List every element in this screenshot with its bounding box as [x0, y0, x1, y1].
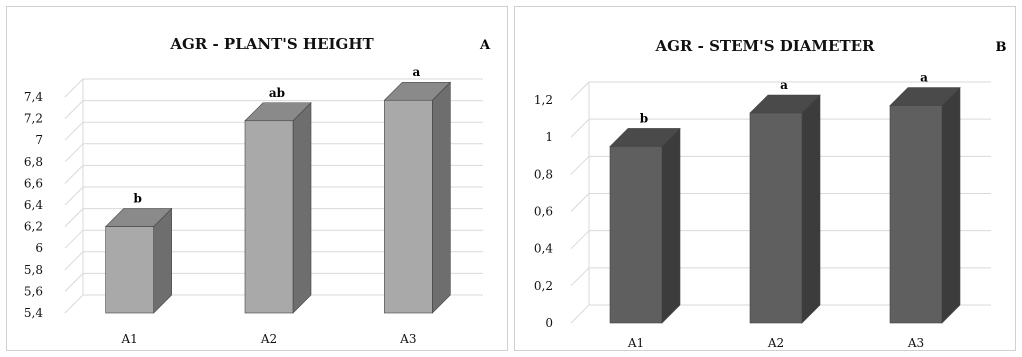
significance-label: b	[640, 111, 648, 125]
chart-b-svg: AGR - STEM'S DIAMETER B 0 0,2 0,4 0,6 0,8 1 1,…	[534, 37, 1007, 350]
gridline-depth	[64, 121, 84, 141]
gridline-depth	[570, 118, 590, 138]
significance-label: ab	[269, 86, 285, 100]
chart-a-svg: AGR - PLANT'S HEIGHT A 5,4 5,6 5,8 6 6,2 6,4 6…	[24, 35, 491, 346]
y-tick-label: 5,4	[24, 306, 43, 320]
gridline-depth	[64, 251, 84, 271]
x-category-label: A1	[121, 332, 138, 346]
x-category-label: A3	[399, 332, 416, 346]
chart-a-title: AGR - PLANT'S HEIGHT	[169, 35, 374, 53]
significance-label: a	[920, 71, 928, 85]
gridline-depth	[570, 304, 590, 324]
gridline-depth	[64, 186, 84, 206]
gridline-depth	[570, 155, 590, 175]
gridline-depth	[570, 267, 590, 287]
chart-b-panel-label: B	[996, 40, 1007, 55]
bar	[383, 81, 452, 314]
y-tick-label: 0,2	[534, 279, 553, 293]
chart-panel-a: AGR - PLANT'S HEIGHT A 5,4 5,6 5,8 6 6,2 6,4 6…	[6, 6, 508, 351]
y-tick-label: 5,8	[24, 263, 43, 277]
gridline-depth	[570, 81, 590, 101]
bar	[889, 86, 961, 324]
bar	[244, 102, 312, 314]
y-tick-label: 0	[545, 316, 553, 330]
y-tick-label: 7	[35, 133, 43, 147]
y-tick-label: 6,8	[24, 155, 43, 169]
gridline-depth	[64, 273, 84, 292]
y-tick-label: 5,6	[24, 284, 43, 298]
significance-label: a	[412, 65, 420, 79]
gridline-depth	[64, 294, 84, 314]
chart-panel-b: AGR - STEM'S DIAMETER B 0 0,2 0,4 0,6 0,8 1 1,…	[514, 6, 1016, 351]
x-category-label: A1	[627, 336, 644, 350]
gridline-depth	[64, 78, 84, 98]
x-category-label: A2	[767, 336, 784, 350]
y-tick-label: 6,2	[24, 220, 43, 234]
y-tick-label: 6,6	[24, 176, 43, 190]
gridline-depth	[64, 165, 84, 184]
bar	[749, 94, 821, 324]
y-tick-label: 1	[545, 130, 553, 144]
bar	[609, 127, 681, 324]
y-tick-label: 1,2	[534, 93, 553, 107]
chart-b-title: AGR - STEM'S DIAMETER	[654, 37, 875, 55]
y-tick-label: 7,4	[24, 90, 43, 104]
gridline-depth	[64, 100, 84, 119]
gridline-depth	[64, 229, 84, 249]
gridline-depth	[64, 143, 84, 163]
y-tick-label: 0,4	[534, 242, 553, 256]
y-tick-label: 0,6	[534, 205, 553, 219]
y-tick-label: 0,8	[534, 167, 553, 181]
gridline-depth	[64, 208, 84, 227]
chart-a-panel-label: A	[479, 38, 491, 53]
gridline-depth	[570, 193, 590, 212]
y-tick-label: 6	[35, 241, 43, 255]
significance-label: b	[133, 192, 141, 206]
significance-label: a	[780, 78, 788, 92]
bar	[104, 207, 173, 314]
x-category-label: A3	[907, 336, 924, 350]
gridline-depth	[570, 230, 590, 250]
x-category-label: A2	[260, 332, 277, 346]
y-tick-label: 6,4	[24, 198, 43, 212]
y-tick-label: 7,2	[24, 112, 43, 126]
